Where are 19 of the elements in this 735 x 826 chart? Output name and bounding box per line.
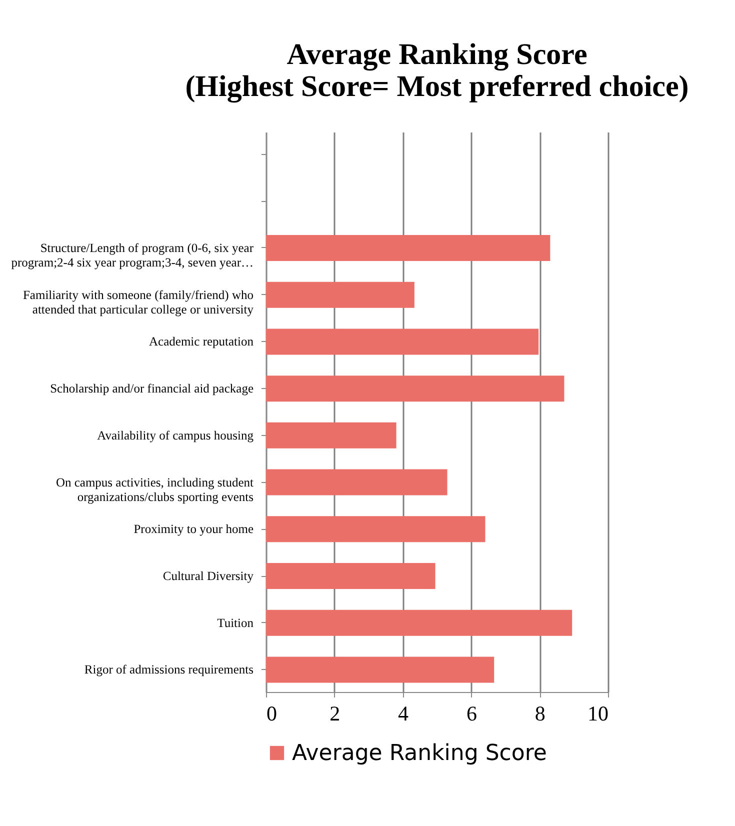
text: Average Ranking Score: [286, 38, 588, 71]
x-tick-label: 2: [330, 702, 340, 726]
y-tick-label: Scholarship and/or financial aid package: [50, 382, 254, 396]
text: (Highest Score= Most preferred choice): [185, 70, 689, 103]
x-tick-label: 0: [266, 702, 277, 726]
legend-label: Average Ranking Score: [292, 741, 547, 766]
x-tick-label: 10: [588, 702, 608, 726]
y-tick-label: Familiarity with someone (family/friend) who attended that particular college or university: [22, 288, 254, 316]
x-tick-label: 6: [466, 702, 477, 726]
x-tick-label: 8: [534, 702, 546, 726]
y-tick-label: Cultural Diversity: [162, 569, 254, 584]
y-tick-label: Proximity to your home: [134, 522, 254, 536]
y-tick-label: Rigor of admissions requirements: [84, 662, 254, 677]
x-tick-label: 4: [398, 702, 410, 726]
y-tick-label: Availability of campus housing: [97, 428, 254, 442]
y-tick-label: Structure/Length of program (0-6, six year program;2-4 six year program;3-4, seven year…: [11, 240, 254, 270]
y-tick-label: Academic reputation: [149, 334, 254, 349]
y-tick-label: On campus activities, including student organizations/clubs sporting events: [56, 475, 254, 504]
y-tick-label: Tuition: [217, 616, 254, 630]
